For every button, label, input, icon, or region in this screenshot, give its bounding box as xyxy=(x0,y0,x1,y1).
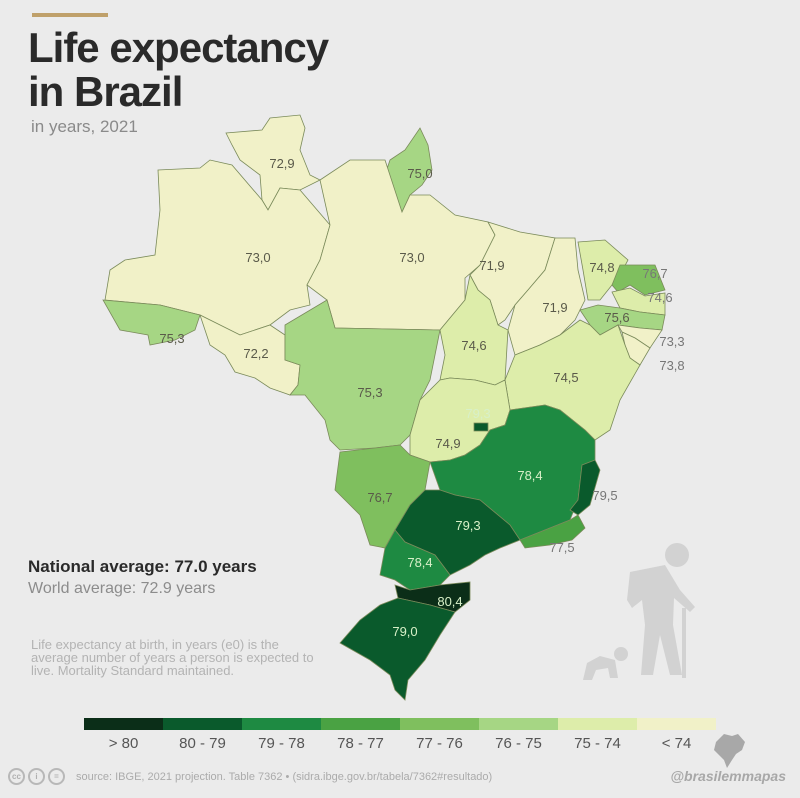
state-value-label: 79,0 xyxy=(392,624,417,639)
national-average: National average: 77.0 years xyxy=(28,557,257,576)
state-value-label: 73,8 xyxy=(659,358,684,373)
legend-label: 76 - 75 xyxy=(495,735,542,752)
subtitle: in years, 2021 xyxy=(31,117,138,136)
title-line-1: Life expectancy xyxy=(28,24,329,71)
state-acre xyxy=(102,299,201,346)
legend-label: 80 - 79 xyxy=(179,735,226,752)
state-amazonas xyxy=(104,159,331,336)
author-handle: @brasilemmapas xyxy=(670,768,786,784)
legend-swatch xyxy=(558,718,637,730)
state-value-label: 79,5 xyxy=(592,488,617,503)
state-value-label: 72,9 xyxy=(269,156,294,171)
state-value-label: 74,6 xyxy=(647,290,672,305)
legend-label: 75 - 74 xyxy=(574,735,621,752)
state-value-label: 71,9 xyxy=(479,258,504,273)
state-value-label: 74,9 xyxy=(435,436,460,451)
legend-swatch xyxy=(84,718,163,730)
legend-swatch xyxy=(400,718,479,730)
state-value-label: 74,8 xyxy=(589,260,614,275)
legend-item: 77 - 76 xyxy=(400,718,479,752)
legend-swatch xyxy=(321,718,400,730)
state-value-label: 72,2 xyxy=(243,346,268,361)
state-value-label: 78,4 xyxy=(517,468,542,483)
attribution-icon: i xyxy=(28,768,45,785)
source-text: source: IBGE, 2021 projection. Table 736… xyxy=(76,770,493,783)
legend-item: < 74 xyxy=(637,718,716,752)
legend-item: 80 - 79 xyxy=(163,718,242,752)
legend-item: 75 - 74 xyxy=(558,718,637,752)
state-value-label: 78,4 xyxy=(407,555,432,570)
state-value-label: 77,5 xyxy=(549,540,574,555)
state-value-label: 73,0 xyxy=(399,250,424,265)
legend-item: 76 - 75 xyxy=(479,718,558,752)
state-value-label: 76,7 xyxy=(642,266,667,281)
state-value-label: 75,3 xyxy=(159,331,184,346)
legend-label: 79 - 78 xyxy=(258,735,305,752)
state-rio-de-janeiro xyxy=(519,514,586,549)
legend-label: < 74 xyxy=(661,735,692,752)
state-value-label: 71,9 xyxy=(542,300,567,315)
state-espirito-santo xyxy=(569,459,601,516)
state-value-label: 74,5 xyxy=(553,370,578,385)
state-value-label: 79,3 xyxy=(455,518,480,533)
page-title: Life expectancy in Brazil xyxy=(28,24,329,115)
state-roraima xyxy=(225,114,321,211)
state-value-label: 79,3 xyxy=(465,406,490,421)
state-value-label: 73,0 xyxy=(245,250,270,265)
accent-bar xyxy=(32,13,108,17)
legend-item: > 80 xyxy=(84,718,163,752)
no-derivatives-icon: = xyxy=(48,768,65,785)
legend-swatch xyxy=(479,718,558,730)
state-mato-grosso xyxy=(284,299,441,451)
legend-swatch xyxy=(242,718,321,730)
definition-note: Life expectancy at birth, in years (e0) … xyxy=(31,637,314,678)
state-rio-grande-do-norte xyxy=(611,264,666,296)
brazil-mini-map-logo xyxy=(714,734,745,768)
state-value-label: 75,6 xyxy=(604,310,629,325)
creative-commons-icon: cc xyxy=(8,768,25,785)
state-value-label: 75,0 xyxy=(407,166,432,181)
state-value-label: 80,4 xyxy=(437,594,462,609)
state-rio-grande-do-sul xyxy=(339,597,456,701)
legend-swatch xyxy=(637,718,716,730)
legend-item: 78 - 77 xyxy=(321,718,400,752)
state-value-label: 74,6 xyxy=(461,338,486,353)
legend-swatch xyxy=(163,718,242,730)
legend-label: > 80 xyxy=(108,735,139,752)
legend-label: 78 - 77 xyxy=(337,735,384,752)
state-value-label: 73,3 xyxy=(659,334,684,349)
state-distrito-federal xyxy=(473,422,489,432)
legend-label: 77 - 76 xyxy=(416,735,463,752)
title-line-2: in Brazil xyxy=(28,68,183,115)
state-value-label: 76,7 xyxy=(367,490,392,505)
world-average: World average: 72.9 years xyxy=(28,580,216,597)
elderly-and-baby-icon xyxy=(583,543,695,680)
footer: cc i = source: IBGE, 2021 projection. Ta… xyxy=(8,768,492,785)
legend: > 80 80 - 79 79 - 78 78 - 77 77 - 76 76 … xyxy=(84,718,716,752)
state-value-label: 75,3 xyxy=(357,385,382,400)
legend-item: 79 - 78 xyxy=(242,718,321,752)
